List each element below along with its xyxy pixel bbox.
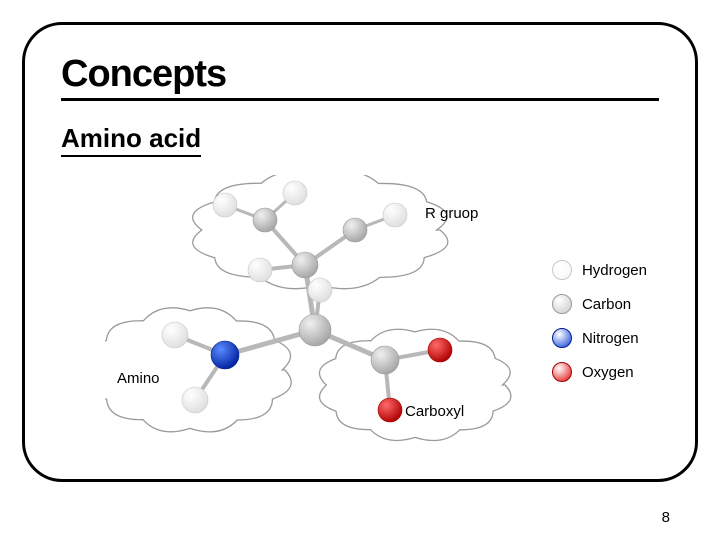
slide-subtitle: Amino acid — [61, 123, 201, 157]
legend-row-oxygen: Oxygen — [552, 362, 647, 382]
page-number: 8 — [662, 509, 670, 526]
molecule-svg — [105, 175, 585, 475]
legend-swatch-nitrogen — [552, 328, 572, 348]
label-r-group: R gruop — [425, 205, 478, 222]
atom-r-h3 — [283, 181, 307, 205]
legend: Hydrogen Carbon Nitrogen Oxygen — [552, 260, 647, 396]
r-group-cloud — [193, 175, 448, 289]
legend-label-hydrogen: Hydrogen — [582, 262, 647, 279]
atom-r-c3 — [343, 218, 367, 242]
atom-carboxyl-c — [371, 346, 399, 374]
legend-label-carbon: Carbon — [582, 296, 631, 313]
label-amino: Amino — [117, 370, 160, 387]
legend-swatch-hydrogen — [552, 260, 572, 280]
legend-label-oxygen: Oxygen — [582, 364, 634, 381]
atom-carboxyl-o1 — [428, 338, 452, 362]
atom-r-c1 — [292, 252, 318, 278]
atom-amino-n — [211, 341, 239, 369]
atom-amino-h2 — [182, 387, 208, 413]
atom-alpha-carbon — [299, 314, 331, 346]
atom-carboxyl-o2 — [378, 398, 402, 422]
molecule-diagram: R gruop Amino Carboxyl — [105, 175, 585, 475]
atom-r-h4 — [383, 203, 407, 227]
slide-frame: Concepts Amino acid — [22, 22, 698, 482]
legend-row-carbon: Carbon — [552, 294, 647, 314]
legend-row-nitrogen: Nitrogen — [552, 328, 647, 348]
label-carboxyl: Carboxyl — [405, 403, 464, 420]
atom-r-c2 — [253, 208, 277, 232]
slide-title: Concepts — [61, 53, 659, 101]
legend-swatch-oxygen — [552, 362, 572, 382]
atom-alpha-hydrogen — [308, 278, 332, 302]
atom-r-h2 — [213, 193, 237, 217]
legend-label-nitrogen: Nitrogen — [582, 330, 639, 347]
atom-amino-h1 — [162, 322, 188, 348]
legend-swatch-carbon — [552, 294, 572, 314]
legend-row-hydrogen: Hydrogen — [552, 260, 647, 280]
atom-r-h1 — [248, 258, 272, 282]
